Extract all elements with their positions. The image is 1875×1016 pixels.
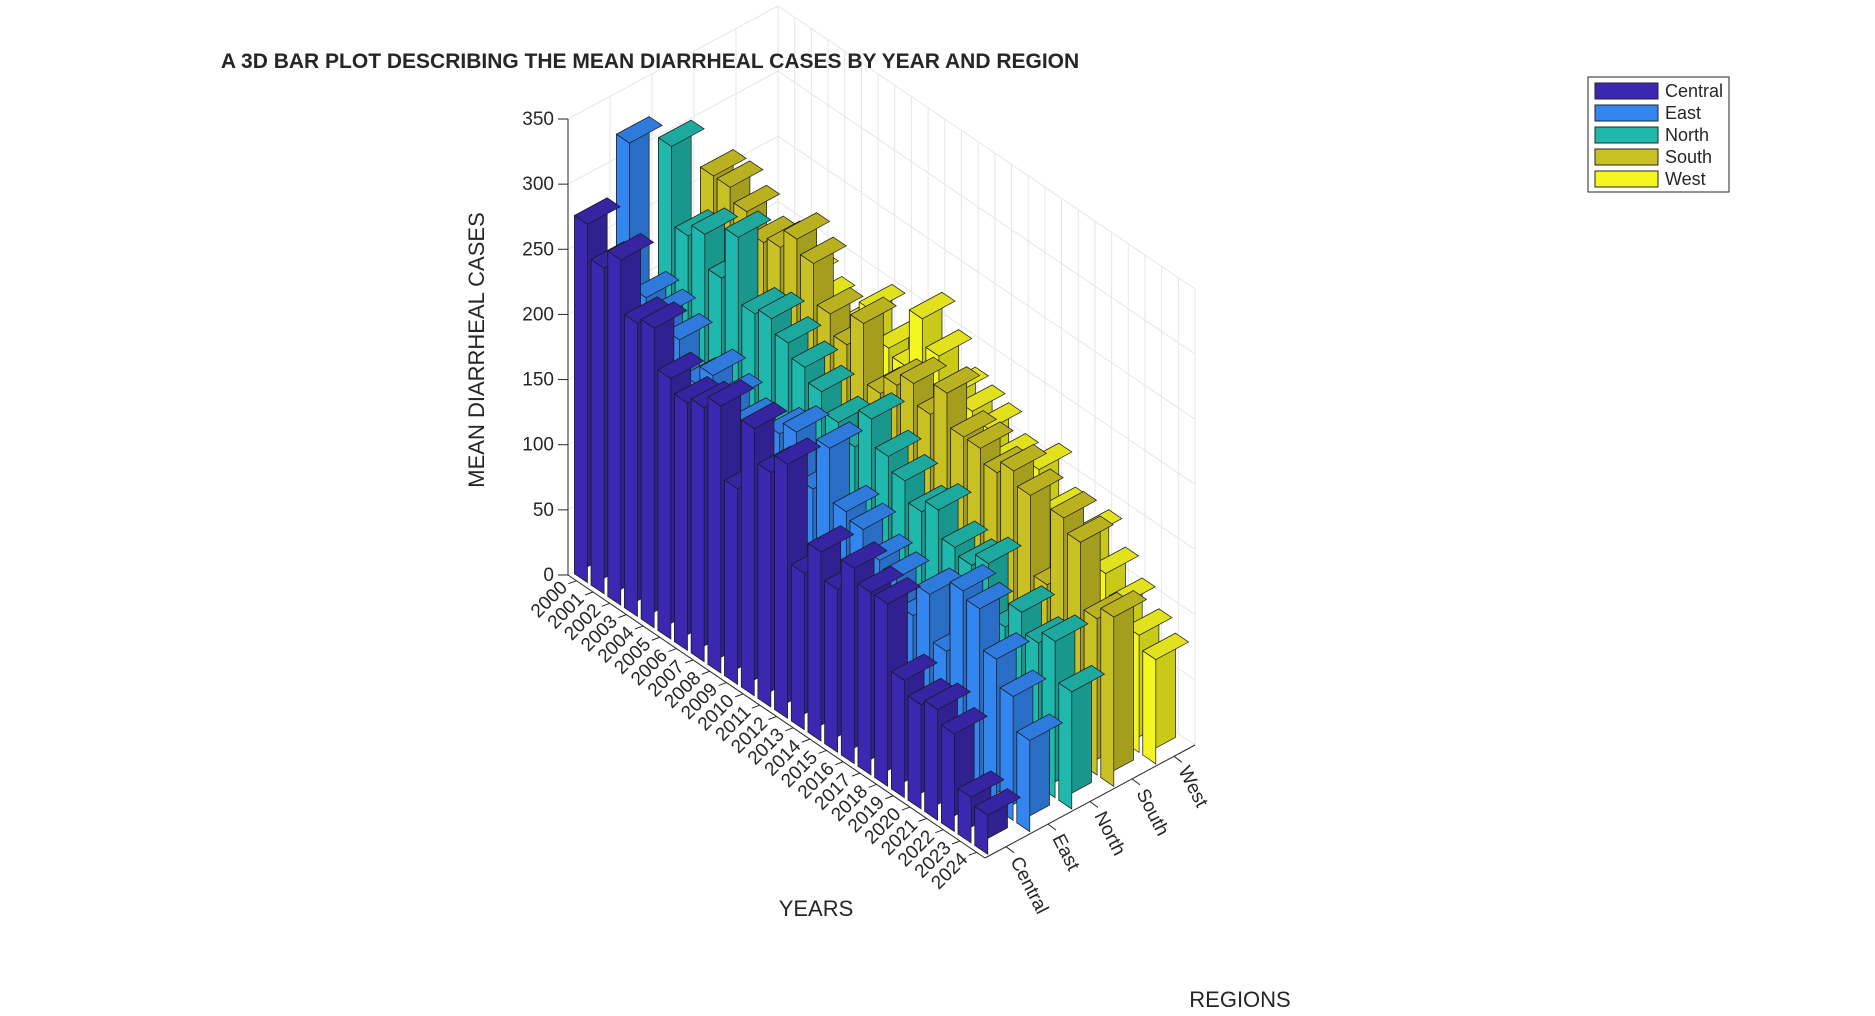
x-tick [601, 602, 610, 607]
gridline-z-back [777, 70, 1196, 355]
y-tick [1005, 846, 1015, 854]
y-tick [1131, 778, 1141, 786]
legend-label-north: North [1665, 125, 1709, 145]
bar-north-2024 [1058, 664, 1106, 810]
legend-label-east: East [1665, 103, 1701, 123]
x-tick [701, 670, 710, 675]
y-axis-label: REGIONS [1189, 987, 1290, 1012]
x-tick [684, 659, 694, 664]
y-tick-label: East [1048, 831, 1084, 875]
z-tick-label: 150 [522, 370, 554, 391]
z-axis-label: MEAN DIARRHEAL CASES [464, 212, 489, 487]
x-tick [584, 591, 594, 596]
x-tick [868, 783, 877, 788]
x-tick [751, 704, 760, 709]
legend-label-central: Central [1665, 81, 1723, 101]
bar-west-2024 [1142, 632, 1190, 765]
y-tick-label: North [1090, 808, 1130, 859]
x-tick [818, 749, 827, 754]
bar-east-2024 [1016, 713, 1064, 833]
legend-swatch-north [1594, 126, 1659, 144]
z-tick-label: 300 [522, 174, 554, 195]
x-tick [651, 636, 660, 641]
x-tick [618, 614, 627, 619]
x-tick [768, 716, 777, 720]
x-axis-label: YEARS [779, 896, 854, 921]
x-tick [918, 817, 927, 822]
x-tick [568, 580, 577, 585]
gridline-z-left [567, 5, 779, 120]
x-tick [734, 693, 744, 698]
x-tick [885, 795, 894, 800]
legend-swatch-south [1594, 148, 1659, 166]
legend-label-south: South [1665, 147, 1712, 167]
y-tick [1173, 755, 1183, 763]
z-tick-label: 250 [522, 239, 554, 260]
z-tick-label: 50 [533, 500, 554, 521]
x-tick [634, 625, 644, 630]
legend-label-west: West [1665, 169, 1706, 189]
z-tick-label: 0 [543, 565, 554, 586]
y-tick-label: Central [1006, 853, 1053, 917]
bar-central-2024 [974, 788, 1022, 855]
gridline-z-back [777, 201, 1196, 485]
x-tick [718, 682, 727, 687]
x-tick [801, 738, 811, 743]
legend-swatch-west [1594, 170, 1659, 188]
y-tick [1047, 823, 1057, 831]
gridline-z-back [777, 135, 1196, 420]
x-tick [968, 851, 977, 856]
z-tick-label: 100 [522, 435, 554, 456]
z-tick-label: 200 [522, 304, 554, 325]
chart-title: A 3D BAR PLOT DESCRIBING THE MEAN DIARRH… [221, 50, 1079, 73]
x-tick [835, 761, 844, 766]
x-tick [785, 727, 794, 732]
bar-south-2024 [1100, 590, 1148, 788]
chart-bars [573, 116, 1190, 855]
gridline-z-back [777, 5, 1196, 290]
x-tick [951, 840, 961, 845]
y-tick-label: South [1132, 786, 1173, 840]
z-tick-label: 350 [522, 109, 554, 130]
gridline-z-left [567, 70, 779, 185]
x-tick [668, 648, 677, 653]
y-tick-label: West [1174, 763, 1213, 811]
legend-swatch-central [1594, 82, 1659, 100]
legend-swatch-east [1594, 104, 1659, 122]
x-tick [901, 806, 911, 811]
x-tick [935, 829, 944, 834]
y-tick [1089, 801, 1099, 808]
x-tick [851, 772, 861, 777]
